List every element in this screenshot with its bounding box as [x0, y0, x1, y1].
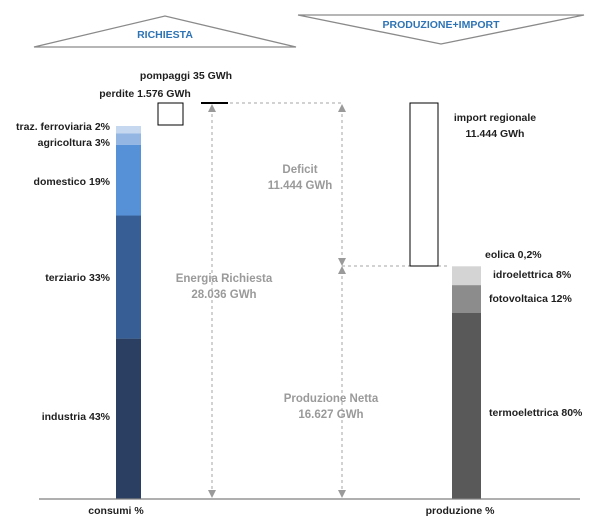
produzione-netta-label: Produzione Netta — [284, 393, 379, 405]
label-terziario: terziario 33% — [45, 272, 110, 284]
header-richiesta: RICHIESTA — [137, 29, 193, 41]
import-value: 11.444 GWh — [466, 128, 525, 140]
consumi-segment-0 — [116, 338, 141, 499]
produzione-netta-value: 16.627 GWh — [298, 409, 363, 421]
consumi-segment-3 — [116, 133, 141, 145]
produzione-segment-2 — [452, 266, 481, 286]
produzione-header-triangle — [297, 14, 585, 45]
consumi-segment-4 — [116, 126, 141, 134]
produzione-segment-1 — [452, 285, 481, 313]
produzione-segment-labels: eolica 0,2% idroelettrica 8% fotovoltaic… — [485, 249, 583, 419]
consumi-segment-1 — [116, 215, 141, 339]
produzione-segment-0 — [452, 313, 481, 499]
label-pompaggi: pompaggi 35 GWh — [140, 70, 232, 82]
label-traz-ferroviaria: traz. ferroviaria 2% — [16, 121, 111, 133]
label-fotovoltaica: fotovoltaica 12% — [489, 293, 573, 305]
energia-richiesta-value: 28.036 GWh — [191, 289, 256, 301]
deficit-arrow — [338, 104, 346, 266]
label-perdite: perdite 1.576 GWh — [99, 88, 191, 100]
category-produzione: produzione % — [426, 505, 495, 517]
energia-richiesta-arrow — [208, 104, 216, 498]
label-domestico: domestico 19% — [34, 176, 111, 188]
deficit-value: 11.444 GWh — [268, 180, 333, 192]
import-label: import regionale — [454, 112, 536, 124]
consumi-segment-labels: traz. ferroviaria 2% agricoltura 3% dome… — [16, 121, 111, 423]
consumi-segment-2 — [116, 144, 141, 216]
import-regionale-box — [409, 102, 439, 267]
richiesta-header-triangle — [33, 15, 297, 48]
label-termoelettrica: termoelettrica 80% — [489, 407, 583, 419]
label-eolica: eolica 0,2% — [485, 249, 542, 261]
energia-richiesta-label: Energia Richiesta — [176, 273, 273, 285]
label-idroelettrica: idroelettrica 8% — [493, 269, 572, 281]
produzione-segment-3 — [452, 266, 481, 267]
label-agricoltura: agricoltura 3% — [38, 137, 111, 149]
label-industria: industria 43% — [42, 411, 111, 423]
header-produzione: PRODUZIONE+IMPORT — [383, 19, 501, 31]
consumi-stacked-bar — [116, 126, 141, 499]
produzione-netta-arrow — [338, 266, 346, 498]
produzione-stacked-bar — [452, 266, 481, 499]
perdite-box — [157, 102, 184, 126]
deficit-label: Deficit — [282, 164, 317, 176]
category-consumi: consumi % — [88, 505, 144, 517]
